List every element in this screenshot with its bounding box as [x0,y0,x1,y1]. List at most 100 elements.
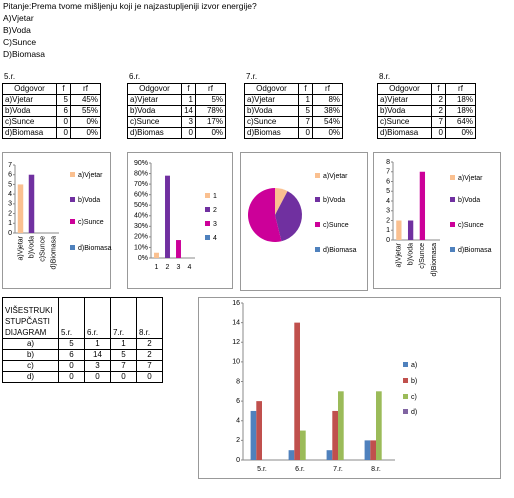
pie-slice [275,188,288,215]
cell: d)Biomas [127,127,182,139]
cell: 2 [431,94,446,106]
y-tick-label: 2 [8,210,12,217]
cell: 0% [312,127,343,139]
table-title: 5.r. [4,72,16,81]
cell: c)Sunce [244,116,299,128]
cell: 1 [84,338,111,350]
cell: 0 [431,127,446,139]
row: c) 0 3 7 7 [2,360,163,372]
y-tick-label: 6 [236,398,240,405]
y-tick-label: 70% [134,181,148,188]
row: b) 6 14 5 2 [2,349,163,361]
legend-label: d)Biomasa [458,247,492,254]
y-tick-label: 2 [386,217,390,224]
cell: 45% [70,94,101,106]
header-row: Odgovor f rf [127,83,226,95]
bar [332,410,338,460]
cell: b)Voda [2,105,57,117]
x-tick-label: 5.r. [257,466,267,473]
legend-label: 1 [213,193,217,200]
cell: b)Voda [244,105,299,117]
y-tick-label: 10 [232,359,240,366]
cell: 17% [195,116,226,128]
cell: 54% [312,116,343,128]
bar [338,391,344,460]
y-tick-label: 50% [134,202,148,209]
cell: 78% [195,105,226,117]
legend-label: a) [411,362,417,369]
cell: c)Sunce [377,116,432,128]
chart: 0 1 2 3 4 5 6 7 a)Vjetar b)Voda c)Sunce d)Biomasa a)… [2,152,112,289]
x-tick-label: 4 [188,264,192,271]
legend-label: c)Sunce [458,222,484,229]
header-cell: 7.r. [110,297,137,339]
header-cell: rf [312,83,343,95]
cell: 3 [84,360,111,372]
frequency-table: Odgovor f rf a)Vjetar 2 18% b)Voda 2 18% c)Sunce 7… [377,83,476,139]
cell: a) [2,338,59,350]
cell: b) [2,349,59,361]
legend-swatch [315,173,320,178]
legend-label: b)Voda [78,197,100,204]
cell: 38% [312,105,343,117]
legend-swatch [315,247,320,252]
legend-label: d)Biomasa [78,245,112,252]
bar [407,220,414,240]
header-cell: 6.r. [84,297,111,339]
cell: d)Biomasa [377,127,432,139]
cell: 0% [70,127,101,139]
cell: 14 [84,349,111,361]
bar [288,450,295,460]
legend-swatch [450,197,455,202]
cell: d)Biomasa [2,127,57,139]
chart-frame [373,152,501,289]
table-title: 6.r. [129,72,141,81]
cell: 14 [181,105,196,117]
row: a)Vjetar 1 5% [127,94,226,106]
y-tick-label: 4 [386,198,390,205]
y-tick-label: 0 [386,237,390,244]
cell: d)Biomas [244,127,299,139]
bar [419,171,426,240]
legend-label: d)Biomasa [323,247,357,254]
cell: 0 [298,127,313,139]
legend-label: a)Vjetar [323,173,348,180]
cell: 0% [70,116,101,128]
y-tick-label: 30% [134,223,148,230]
header-cell: rf [445,83,476,95]
legend-swatch [205,193,210,198]
header-cell: 8.r. [136,297,163,339]
header-cell: Odgovor [377,83,432,95]
legend-swatch [403,409,408,414]
cell: 0 [136,371,163,383]
cell: 7 [136,360,163,372]
chart: 0 2 4 6 8 10 12 14 16 5.r. 6.r. 7.r. 8.r. a) b) c) d) [198,297,501,479]
legend-label: a)Vjetar [458,175,483,182]
cell: a)Vjetar [2,94,57,106]
y-tick-label: 5 [8,181,12,188]
x-tick-label: 2 [166,264,170,271]
y-tick-label: 4 [236,418,240,425]
legend-label: a)Vjetar [78,172,103,179]
cell: 6 [56,105,71,117]
option: C)Sunce [3,37,37,47]
cell: 0 [181,127,196,139]
y-tick-label: 60% [134,192,148,199]
cell: 0 [58,360,85,372]
x-tick-label: 8.r. [371,466,381,473]
y-tick-label: 20% [134,234,148,241]
bar [300,430,306,460]
row: a)Vjetar 5 45% [2,94,101,106]
cell: c)Sunce [127,116,182,128]
bar [28,174,35,233]
legend-label: b) [411,378,417,385]
legend-swatch [315,222,320,227]
cell: b)Voda [377,105,432,117]
header-cell: Odgovor [244,83,299,95]
chart: 0 1 2 3 4 5 6 7 8 a)Vjetar b)Voda c)Sunce d)Biomasa a… [373,152,501,289]
y-tick-label: 7 [386,169,390,176]
cell: c) [2,360,59,372]
cell: 1 [181,94,196,106]
cell: 1 [298,94,313,106]
